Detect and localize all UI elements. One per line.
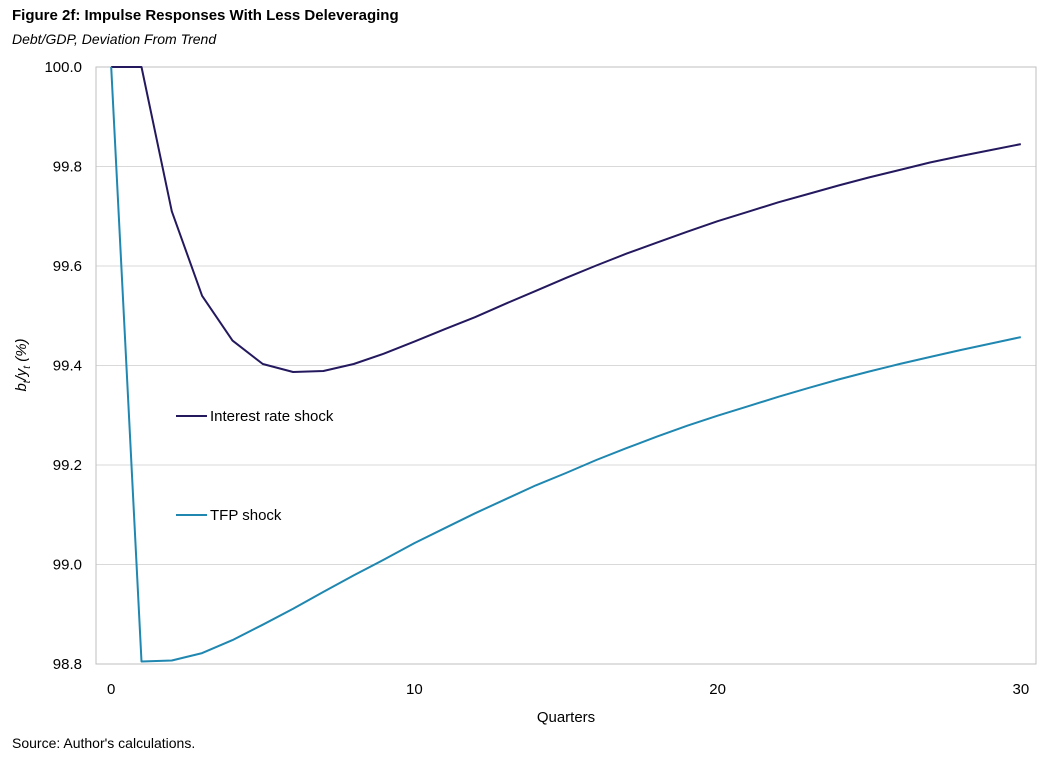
y-tick-label: 100.0 (44, 59, 82, 76)
legend: Interest rate shock TFP shock (176, 408, 334, 524)
y-tick-label: 98.8 (53, 656, 82, 673)
legend-label-tfp-shock: TFP shock (210, 507, 282, 524)
x-axis-label: Quarters (537, 709, 595, 726)
x-tick-label: 0 (107, 681, 115, 698)
y-axis-label: bt/yt (%) (13, 338, 33, 391)
y-tick-label: 99.0 (53, 557, 82, 574)
chart-title: Figure 2f: Impulse Responses With Less D… (12, 7, 399, 24)
y-tick-label: 99.2 (53, 457, 82, 474)
plot-area-border (95, 66, 1037, 665)
y-tick-label: 99.4 (53, 358, 82, 375)
x-tick-label: 30 (1012, 681, 1029, 698)
x-tick-label: 10 (406, 681, 423, 698)
series-line-interest-rate-shock (111, 66, 1021, 373)
legend-label-interest-rate-shock: Interest rate shock (210, 408, 334, 425)
y-tick-label: 99.8 (53, 159, 82, 176)
source-note: Source: Author's calculations. (12, 735, 196, 751)
chart-subtitle: Debt/GDP, Deviation From Trend (12, 31, 217, 47)
y-tick-label: 99.6 (53, 258, 82, 275)
series-line-tfp-shock (110, 66, 1022, 663)
x-tick-label: 20 (709, 681, 726, 698)
